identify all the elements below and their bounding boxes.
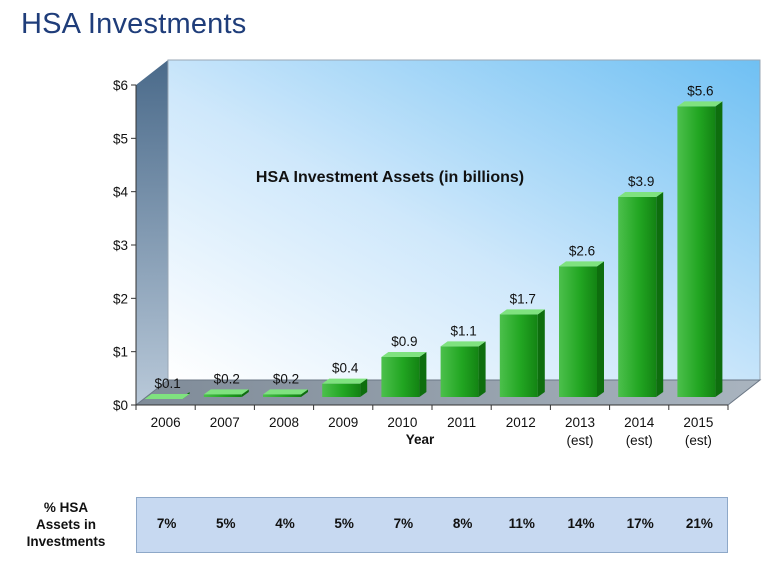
bar-front (559, 266, 597, 397)
bar-front (263, 394, 301, 397)
bar: $1.1 (440, 323, 486, 397)
bar-side (419, 352, 427, 397)
bar-value-label: $5.6 (687, 83, 713, 98)
bar-value-label: $3.9 (628, 174, 654, 189)
y-tick-label: $6 (113, 78, 128, 93)
percent-cell: 17% (626, 516, 654, 531)
x-tick-label: 2014 (624, 415, 655, 430)
percent-cell: 5% (216, 516, 236, 531)
bar-value-label: $1.7 (510, 291, 536, 306)
bar-front (499, 314, 538, 397)
x-tick-label: 2009 (328, 415, 358, 430)
bar-value-label: $0.1 (154, 376, 180, 391)
percent-cell: 14% (567, 516, 595, 531)
percent-table: 7% 5% 4% 5% 7% 8% 11% 14% 17% 21% (136, 497, 728, 553)
y-tick-label: $2 (113, 291, 128, 306)
chart-title: HSA Investment Assets (in billions) (256, 169, 524, 186)
bar-top (440, 341, 486, 347)
x-tick-note: (est) (567, 433, 594, 448)
bar: $5.6 (677, 83, 723, 397)
percent-cell: 7% (393, 516, 414, 531)
y-tick-label: $0 (113, 398, 128, 413)
x-tick-label: 2015 (683, 415, 713, 430)
bar: $3.9 (618, 174, 664, 397)
bar-side (656, 192, 664, 397)
bar: $1.7 (499, 291, 545, 397)
x-axis-title: Year (406, 432, 435, 447)
y-tick-label: $5 (113, 131, 128, 146)
y-tick-label: $4 (113, 185, 129, 200)
bar-side (715, 101, 723, 397)
bar-top (263, 389, 308, 395)
percent-table-header: % HSA Assets in Investments (14, 499, 118, 550)
y-axis: $0 $1 $2 $3 $4 $5 $6 (113, 78, 137, 413)
bar-chart: $0$1$2$3$4$5$6 2006 2007 2008 2009 2010 2011 2… (113, 59, 762, 448)
page-title: HSA Investments (21, 8, 247, 40)
bar-value-label: $1.1 (450, 323, 476, 338)
bar-top (618, 192, 664, 197)
percent-cell: 4% (275, 516, 295, 531)
x-tick-label: 2007 (210, 415, 240, 430)
bar: $0.2 (203, 371, 249, 397)
bar-top (677, 101, 723, 107)
bar: $0.2 (263, 371, 308, 397)
bar-top (203, 389, 249, 395)
percent-header-line-3: Investments (26, 534, 106, 549)
x-tick-note: (est) (626, 433, 653, 448)
bar-side (360, 378, 368, 397)
bar-side (241, 389, 249, 397)
bar-front (440, 346, 479, 397)
bar-side (478, 341, 486, 397)
bar-value-label: $0.2 (273, 371, 299, 386)
x-tick-label: 2011 (447, 415, 476, 430)
chart-background (134, 59, 762, 406)
chart-side-wall (136, 60, 168, 405)
bar-side (301, 389, 308, 397)
bar-top (499, 309, 545, 315)
x-tick-label: 2010 (387, 415, 417, 430)
bar-value-label: $0.4 (332, 361, 359, 376)
bar: $0.4 (322, 361, 368, 397)
percent-cell: 5% (334, 516, 354, 531)
bar-top (322, 378, 368, 384)
percent-cell: 7% (156, 516, 177, 531)
bar-front (618, 197, 657, 397)
bar: $0.9 (381, 334, 427, 397)
percent-cell: 11% (508, 516, 535, 531)
bar-side (597, 261, 604, 397)
bar-front (381, 357, 420, 397)
x-tick-label: 2006 (151, 415, 181, 430)
bar-top (559, 261, 604, 267)
percent-header-line-2: Assets in (35, 517, 97, 532)
bar-value-label: $0.9 (391, 334, 417, 349)
x-tick-label: 2013 (565, 415, 595, 430)
bars: $0.1 $0.2 $0.2 $0.4 $0.9 $1.1 $1.7 $2.6 $3.9 $5.6 (144, 83, 723, 399)
bar-top (381, 352, 427, 357)
x-tick-label: 2008 (269, 415, 299, 430)
y-tick-label: $3 (113, 238, 128, 253)
bar-front (677, 106, 716, 397)
bar-side (537, 309, 545, 397)
bar-value-label: $0.2 (214, 371, 240, 386)
bar-value-label: $2.6 (569, 243, 595, 258)
x-axis: 2006 2007 2008 2009 2010 2011 2012 2013 (est) 201… (135, 404, 729, 448)
bar-front (322, 383, 361, 397)
x-tick-note: (est) (685, 433, 712, 448)
bar: $2.6 (559, 243, 604, 397)
bar-front (203, 394, 242, 397)
percent-cell: 8% (452, 516, 473, 531)
bar-top (144, 394, 190, 399)
bar: $0.1 (144, 376, 190, 399)
x-tick-label: 2012 (506, 415, 536, 430)
y-tick-label: $1 (113, 345, 128, 360)
percent-cell: 21% (685, 516, 713, 531)
percent-header-line-1: % HSA (43, 500, 89, 515)
